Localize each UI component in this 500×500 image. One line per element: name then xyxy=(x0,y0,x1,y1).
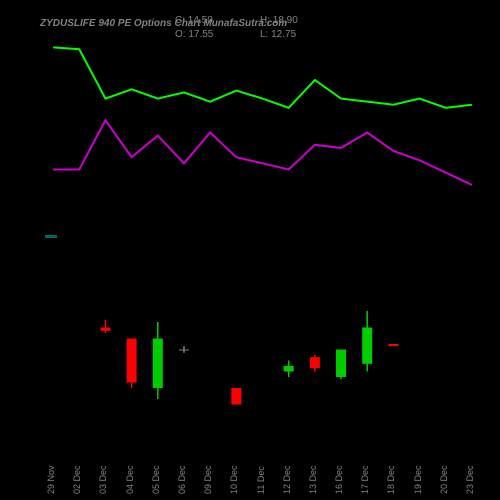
x-tick-label: 13 Dec xyxy=(308,465,318,494)
chart-svg xyxy=(0,0,500,500)
x-tick-label: 09 Dec xyxy=(203,465,213,494)
x-tick-label: 03 Dec xyxy=(98,465,108,494)
x-tick-label: 10 Dec xyxy=(229,465,239,494)
x-tick-label: 20 Dec xyxy=(439,465,449,494)
x-axis-labels: 29 Nov 02 Dec 03 Dec 04 Dec 05 Dec 06 Dec 09 D… xyxy=(0,440,500,500)
candle-body xyxy=(100,328,110,331)
x-tick-label: 12 Dec xyxy=(282,465,292,494)
low-line xyxy=(53,120,472,185)
x-tick-label: 17 Dec xyxy=(360,465,370,494)
x-tick-label: 23 Dec xyxy=(465,465,475,494)
x-tick-label: 05 Dec xyxy=(151,465,161,494)
candle-body xyxy=(153,339,163,389)
candle-body xyxy=(127,339,137,383)
x-tick-label: 04 Dec xyxy=(125,465,135,494)
x-tick-label: 11 Dec xyxy=(256,466,266,494)
candle-body xyxy=(284,366,294,372)
candle-body xyxy=(388,344,398,346)
lines-group xyxy=(53,47,472,185)
x-tick-label: 02 Dec xyxy=(72,465,82,494)
legend-mark xyxy=(45,235,57,238)
candle-body xyxy=(179,350,189,351)
candle-body xyxy=(310,357,320,368)
candle-body xyxy=(362,328,372,364)
x-tick-label: 29 Nov xyxy=(46,465,56,494)
x-tick-label: 19 Dec xyxy=(413,465,423,494)
high-line xyxy=(53,47,472,107)
chart-container: { "meta": { "title": "ZYDUSLIFE 940 PE O… xyxy=(0,0,500,500)
x-tick-label: 18 Dec xyxy=(386,465,396,494)
candle-body xyxy=(336,350,346,378)
x-tick-label: 06 Dec xyxy=(177,465,187,494)
x-tick-label: 16 Dec xyxy=(334,465,344,494)
candle-body xyxy=(231,388,241,405)
candles-group xyxy=(100,311,398,405)
